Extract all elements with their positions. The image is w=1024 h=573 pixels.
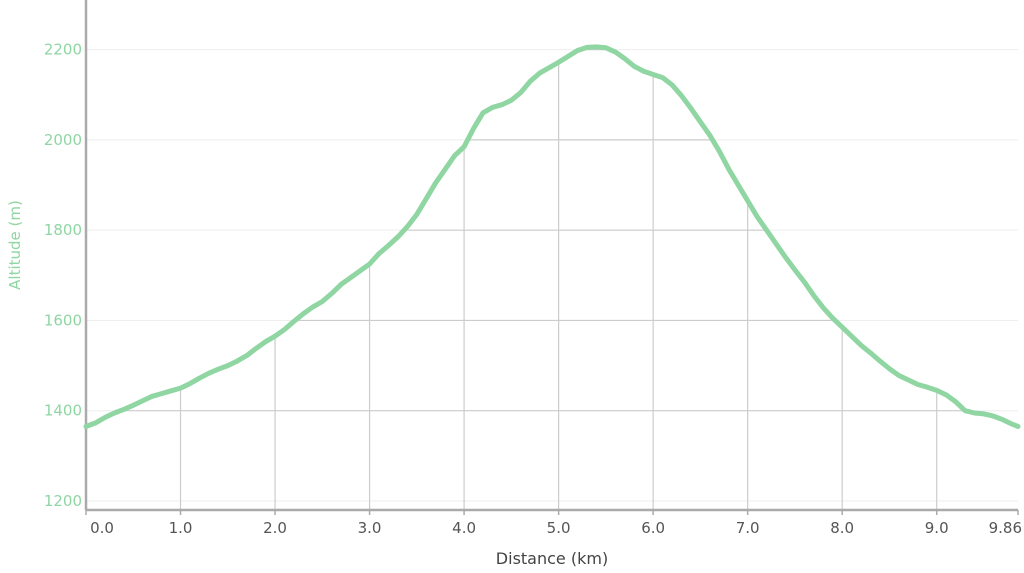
x-tick-label: 7.0: [736, 519, 760, 537]
x-tick-label: 8.0: [830, 519, 854, 537]
x-tick-labels: 0.0 1.0 2.0 3.0 4.0 5.0 6.0 7.0 8.0 9.0 9.86: [90, 519, 1022, 537]
altitude-series: [83, 44, 1021, 429]
y-tick-label: 1600: [44, 311, 82, 329]
x-axis-title: Distance (km): [496, 549, 608, 568]
y-tick-label: 1200: [44, 492, 82, 510]
x-tick-label: 9.86: [989, 519, 1022, 537]
x-tick-label: 5.0: [547, 519, 571, 537]
y-axis-title: Altitude (m): [6, 200, 24, 290]
altitude-line: [83, 44, 1021, 429]
y-tick-labels: 1200 1400 1600 1800 2000 2200: [44, 41, 82, 510]
x-tick-label: 1.0: [169, 519, 193, 537]
y-tick-label: 2200: [44, 41, 82, 59]
y-tick-label: 1400: [44, 402, 82, 420]
x-tick-label: 3.0: [358, 519, 382, 537]
axes: [84, 0, 1019, 515]
grid-lines: [86, 49, 1018, 510]
x-tick-label: 4.0: [452, 519, 476, 537]
x-tick-label: 9.0: [925, 519, 949, 537]
x-tick-label: 0.0: [90, 519, 114, 537]
y-tick-label: 2000: [44, 131, 82, 149]
x-tick-label: 6.0: [641, 519, 665, 537]
y-tick-label: 1800: [44, 221, 82, 239]
x-tick-label: 2.0: [263, 519, 287, 537]
